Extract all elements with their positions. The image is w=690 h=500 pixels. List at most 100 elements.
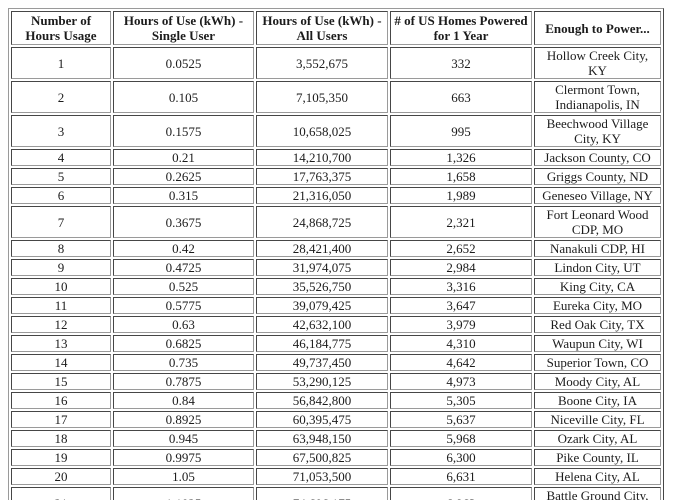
cell-single-user: 0.0525 xyxy=(113,47,254,79)
cell-hours-usage: 12 xyxy=(11,316,111,333)
column-header-homes-powered: # of US Homes Powered for 1 Year xyxy=(390,11,532,45)
cell-all-users: 49,737,450 xyxy=(256,354,388,371)
table-row: 15 0.7875 53,290,125 4,973 Moody City, AL xyxy=(11,373,661,390)
cell-enough-to-power: Moody City, AL xyxy=(534,373,661,390)
cell-homes-powered: 2,321 xyxy=(390,206,532,238)
cell-single-user: 1.1025 xyxy=(113,487,254,500)
cell-hours-usage: 15 xyxy=(11,373,111,390)
table-row: 11 0.5775 39,079,425 3,647 Eureka City, MO xyxy=(11,297,661,314)
cell-all-users: 56,842,800 xyxy=(256,392,388,409)
cell-single-user: 1.05 xyxy=(113,468,254,485)
cell-enough-to-power: Ozark City, AL xyxy=(534,430,661,447)
cell-enough-to-power: Lindon City, UT xyxy=(534,259,661,276)
table-row: 211.102574,606,1756,963Battle Ground Cit… xyxy=(11,487,661,500)
cell-homes-powered: 3,647 xyxy=(390,297,532,314)
cell-all-users: 46,184,775 xyxy=(256,335,388,352)
cell-all-users: 24,868,725 xyxy=(256,206,388,238)
cell-hours-usage: 10 xyxy=(11,278,111,295)
table-row: 8 0.42 28,421,400 2,652 Nanakuli CDP, HI xyxy=(11,240,661,257)
cell-enough-to-power: Eureka City, MO xyxy=(534,297,661,314)
cell-single-user: 0.6825 xyxy=(113,335,254,352)
cell-homes-powered: 3,979 xyxy=(390,316,532,333)
cell-hours-usage: 16 xyxy=(11,392,111,409)
cell-single-user: 0.7875 xyxy=(113,373,254,390)
cell-all-users: 63,948,150 xyxy=(256,430,388,447)
cell-single-user: 0.4725 xyxy=(113,259,254,276)
cell-homes-powered: 5,968 xyxy=(390,430,532,447)
cell-hours-usage: 3 xyxy=(11,115,111,147)
cell-homes-powered: 1,326 xyxy=(390,149,532,166)
cell-all-users: 31,974,075 xyxy=(256,259,388,276)
table-row: 16 0.84 56,842,800 5,305 Boone City, IA xyxy=(11,392,661,409)
cell-hours-usage: 7 xyxy=(11,206,111,238)
cell-single-user: 0.63 xyxy=(113,316,254,333)
cell-all-users: 21,316,050 xyxy=(256,187,388,204)
cell-single-user: 0.735 xyxy=(113,354,254,371)
cell-hours-usage: 9 xyxy=(11,259,111,276)
cell-all-users: 53,290,125 xyxy=(256,373,388,390)
cell-hours-usage: 8 xyxy=(11,240,111,257)
cell-enough-to-power: King City, CA xyxy=(534,278,661,295)
cell-homes-powered: 4,973 xyxy=(390,373,532,390)
cell-enough-to-power: Superior Town, CO xyxy=(534,354,661,371)
cell-enough-to-power: Fort Leonard Wood CDP, MO xyxy=(534,206,661,238)
cell-hours-usage: 6 xyxy=(11,187,111,204)
header-row: Number of Hours Usage Hours of Use (kWh)… xyxy=(11,11,661,45)
cell-all-users: 14,210,700 xyxy=(256,149,388,166)
cell-homes-powered: 3,316 xyxy=(390,278,532,295)
cell-enough-to-power: Jackson County, CO xyxy=(534,149,661,166)
cell-single-user: 0.2625 xyxy=(113,168,254,185)
cell-enough-to-power: Clermont Town, Indianapolis, IN xyxy=(534,81,661,113)
cell-all-users: 35,526,750 xyxy=(256,278,388,295)
cell-enough-to-power: Waupun City, WI xyxy=(534,335,661,352)
cell-homes-powered: 6,300 xyxy=(390,449,532,466)
cell-hours-usage: 2 xyxy=(11,81,111,113)
cell-homes-powered: 995 xyxy=(390,115,532,147)
cell-all-users: 74,606,175 xyxy=(256,487,388,500)
cell-homes-powered: 663 xyxy=(390,81,532,113)
cell-hours-usage: 20 xyxy=(11,468,111,485)
cell-all-users: 67,500,825 xyxy=(256,449,388,466)
cell-enough-to-power: Griggs County, ND xyxy=(534,168,661,185)
cell-hours-usage: 11 xyxy=(11,297,111,314)
cell-homes-powered: 4,642 xyxy=(390,354,532,371)
cell-hours-usage: 14 xyxy=(11,354,111,371)
hours-usage-table: Number of Hours Usage Hours of Use (kWh)… xyxy=(8,8,664,500)
cell-single-user: 0.42 xyxy=(113,240,254,257)
cell-single-user: 0.945 xyxy=(113,430,254,447)
cell-all-users: 7,105,350 xyxy=(256,81,388,113)
table-row: 20 1.05 71,053,500 6,631 Helena City, AL xyxy=(11,468,661,485)
table-row: 12 0.63 42,632,100 3,979 Red Oak City, TX xyxy=(11,316,661,333)
table-header: Number of Hours Usage Hours of Use (kWh)… xyxy=(11,11,661,45)
table-row: 9 0.4725 31,974,075 2,984 Lindon City, UT xyxy=(11,259,661,276)
cell-hours-usage: 17 xyxy=(11,411,111,428)
cell-all-users: 71,053,500 xyxy=(256,468,388,485)
cell-hours-usage: 13 xyxy=(11,335,111,352)
cell-hours-usage: 4 xyxy=(11,149,111,166)
table-row: 3 0.1575 10,658,025 995 Beechwood Village Ci… xyxy=(11,115,661,147)
cell-enough-to-power: Boone City, IA xyxy=(534,392,661,409)
cell-single-user: 0.1575 xyxy=(113,115,254,147)
cell-single-user: 0.3675 xyxy=(113,206,254,238)
table-body: 1 0.0525 3,552,675 332 Hollow Creek City, KY… xyxy=(11,47,661,500)
cell-enough-to-power: Hollow Creek City, KY xyxy=(534,47,661,79)
table-row: 6 0.315 21,316,050 1,989 Geneseo Village, NY xyxy=(11,187,661,204)
cell-enough-to-power: Battle Ground City, WA xyxy=(534,487,661,500)
table-row: 14 0.735 49,737,450 4,642 Superior Town, CO xyxy=(11,354,661,371)
cell-homes-powered: 6,631 xyxy=(390,468,532,485)
cell-all-users: 17,763,375 xyxy=(256,168,388,185)
cell-enough-to-power: Geneseo Village, NY xyxy=(534,187,661,204)
column-header-hours-usage: Number of Hours Usage xyxy=(11,11,111,45)
cell-single-user: 0.84 xyxy=(113,392,254,409)
table-row: 13 0.6825 46,184,775 4,310 Waupun City, WI xyxy=(11,335,661,352)
cell-hours-usage: 19 xyxy=(11,449,111,466)
cell-homes-powered: 1,989 xyxy=(390,187,532,204)
cell-all-users: 28,421,400 xyxy=(256,240,388,257)
cell-single-user: 0.9975 xyxy=(113,449,254,466)
cell-single-user: 0.8925 xyxy=(113,411,254,428)
table-row: 2 0.105 7,105,350 663 Clermont Town, Indiana… xyxy=(11,81,661,113)
table-row: 4 0.21 14,210,700 1,326 Jackson County, CO xyxy=(11,149,661,166)
cell-all-users: 3,552,675 xyxy=(256,47,388,79)
table-row: 17 0.8925 60,395,475 5,637 Niceville City, F… xyxy=(11,411,661,428)
cell-single-user: 0.21 xyxy=(113,149,254,166)
